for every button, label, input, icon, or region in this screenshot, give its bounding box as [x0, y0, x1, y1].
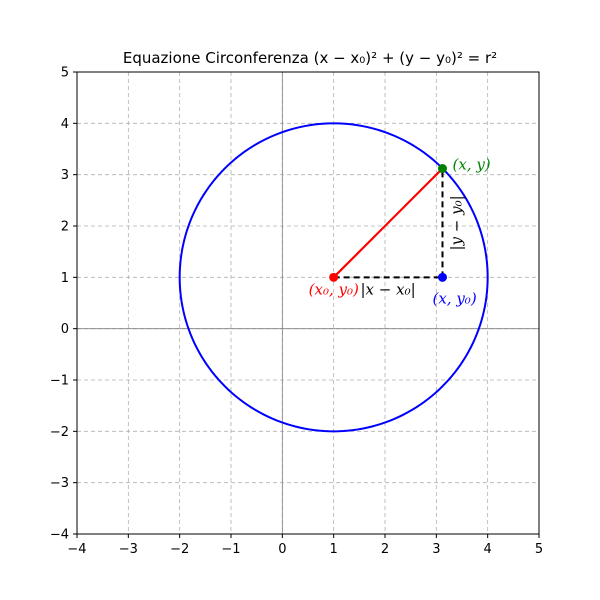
- axis-zero-lines: [77, 72, 539, 534]
- chart-title: Equazione Circonferenza (x − x₀)² + (y −…: [123, 49, 497, 67]
- x-axis-ticks: −4 −3 −2 −1 0 1 2 3 4 5: [67, 534, 543, 557]
- horizontal-leg-label: |x − x₀|: [361, 280, 416, 298]
- y-tick-label: −2: [50, 425, 69, 440]
- x-tick-label: 4: [484, 542, 492, 557]
- y-tick-label: 4: [61, 117, 69, 132]
- y-tick-label: −3: [50, 476, 69, 491]
- foot-point: [437, 272, 447, 282]
- y-tick-label: −4: [50, 528, 69, 543]
- x-tick-label: −3: [119, 542, 138, 557]
- circle-curve: [178, 122, 489, 433]
- vertical-leg-label: |y − y₀|: [447, 195, 465, 250]
- radius-segment: [332, 167, 444, 279]
- center-point-label: (x₀, y₀): [309, 280, 359, 298]
- y-tick-label: 0: [61, 322, 69, 337]
- circle-point-label: (x, y): [452, 156, 490, 174]
- y-tick-label: −1: [50, 374, 69, 389]
- plot-frame: [76, 71, 540, 535]
- y-tick-label: 3: [61, 168, 69, 183]
- y-tick-label: 5: [61, 66, 69, 81]
- center-point: [329, 272, 339, 282]
- x-tick-label: −4: [67, 542, 86, 557]
- x-tick-label: 0: [278, 542, 286, 557]
- y-tick-label: 1: [61, 271, 69, 286]
- y-tick-label: 2: [61, 220, 69, 235]
- x-tick-label: −2: [170, 542, 189, 557]
- y-axis-ticks: −4 −3 −2 −1 0 1 2 3 4 5: [50, 66, 77, 543]
- x-tick-label: 2: [381, 542, 389, 557]
- foot-point-label: (x, y₀): [432, 289, 476, 307]
- circle-point: [437, 164, 447, 174]
- x-tick-label: 5: [535, 542, 543, 557]
- x-tick-label: −1: [221, 542, 240, 557]
- x-tick-label: 1: [330, 542, 338, 557]
- x-tick-label: 3: [432, 542, 440, 557]
